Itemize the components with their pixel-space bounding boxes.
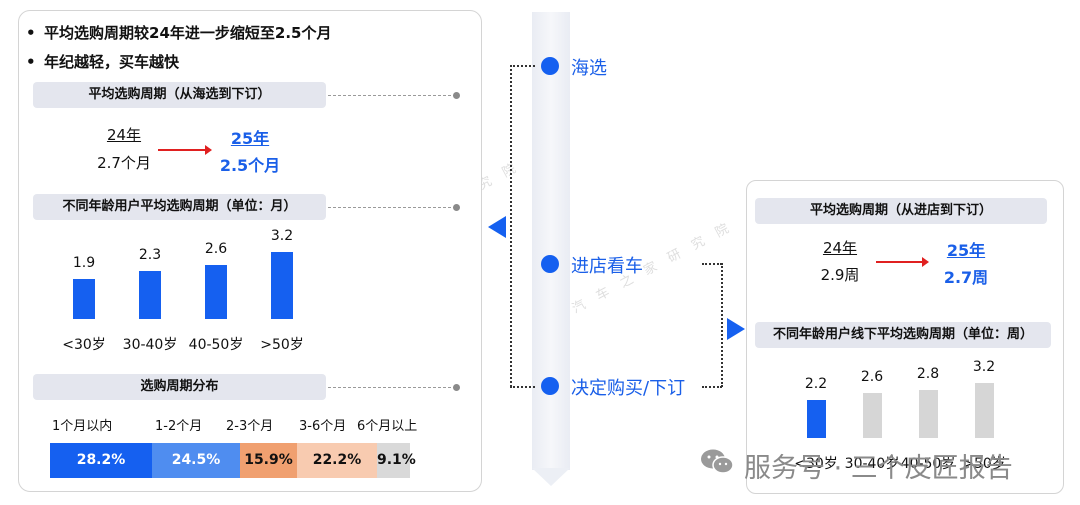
bar-category-label: <30岁 [62, 337, 106, 353]
divider [328, 95, 456, 96]
connector-line [510, 65, 535, 67]
bar-category-label: 40-50岁 [900, 456, 956, 472]
divider [328, 207, 456, 208]
bar-mark [73, 279, 95, 319]
old-year: 24年 [822, 239, 858, 257]
connector-line [510, 386, 535, 388]
timeline-arrow-tip [532, 468, 570, 486]
distribution-category-label: 2-3个月 [226, 419, 274, 434]
bar-mark [139, 271, 161, 319]
old-value: 2.9周 [820, 266, 860, 284]
stage-dot [541, 377, 559, 395]
connector-line [510, 65, 512, 387]
distribution-segment: 15.9% [240, 443, 297, 478]
wechat-icon [701, 449, 734, 474]
timeline-track [532, 12, 570, 470]
divider-dot [453, 92, 460, 99]
bar-value-label: 3.2 [270, 228, 294, 245]
bullet-text: 年纪越轻，买车越快 [44, 53, 180, 71]
bar-value-label: 1.9 [72, 255, 96, 272]
pointer-right-icon [727, 318, 745, 340]
bar-category-label: 30-40岁 [122, 337, 178, 353]
bar-value-label: 2.2 [804, 376, 828, 393]
new-year: 25年 [946, 241, 986, 260]
distribution-segment: 9.1% [377, 443, 416, 478]
distribution-category-label: 6个月以上 [357, 419, 418, 434]
divider-dot [453, 384, 460, 391]
connector-line [702, 386, 722, 388]
distribution-category-label: 1-2个月 [155, 419, 203, 434]
bar-value-label: 2.6 [204, 240, 228, 257]
section-title: 不同年龄用户线下平均选购周期（单位：周） [755, 322, 1051, 348]
bar-value-label: 2.8 [916, 366, 940, 382]
bar-category-label: 30-40岁 [844, 456, 900, 472]
distribution-category-label: 3-6个月 [299, 419, 347, 434]
stage-label: 决定购买/下订 [571, 378, 686, 399]
bar-mark [918, 390, 938, 438]
divider-dot [453, 204, 460, 211]
bullet-item: • 平均选购周期较24年进一步缩短至2.5个月 [26, 24, 332, 42]
stage-dot [541, 255, 559, 273]
bar-mark [862, 393, 882, 438]
distribution-category-label: 1个月以内 [52, 419, 113, 434]
bar-value-label: 3.2 [972, 359, 996, 376]
old-year: 24年 [106, 126, 142, 144]
bar-value-label: 2.3 [138, 247, 162, 264]
bar-mark [205, 264, 227, 319]
bar-category-label: <30岁 [794, 456, 838, 472]
bar-mark [271, 252, 293, 319]
arrow-right-icon [158, 145, 212, 155]
bar-value-label: 2.6 [860, 369, 884, 386]
arrow-right-icon [876, 257, 929, 267]
bullet-text: 平均选购周期较24年进一步缩短至2.5个月 [44, 24, 332, 42]
distribution-segment: 24.5% [152, 443, 240, 478]
bar-category-label: 40-50岁 [188, 337, 244, 353]
bar-mark [806, 400, 826, 438]
stage-dot [541, 57, 559, 75]
bar-mark [974, 383, 994, 438]
bullet-item: • 年纪越轻，买车越快 [26, 53, 180, 71]
new-value: 2.7周 [943, 268, 989, 287]
new-value: 2.5个月 [219, 156, 281, 175]
new-year: 25年 [230, 129, 270, 148]
divider [328, 387, 456, 388]
distribution-segment: 28.2% [50, 443, 152, 478]
pointer-left-icon [488, 216, 506, 238]
distribution-segment: 22.2% [297, 443, 377, 478]
section-title: 选购周期分布 [33, 374, 326, 400]
section-title: 平均选购周期（从海选到下订） [33, 82, 326, 108]
old-value: 2.7个月 [97, 154, 151, 172]
bar-category-label: >50岁 [260, 337, 304, 353]
stage-label: 海选 [571, 58, 607, 79]
section-title: 不同年龄用户平均选购周期（单位：月） [33, 194, 326, 220]
connector-line [721, 263, 723, 387]
connector-line [702, 263, 722, 265]
source-label: 服务号 · 三个皮匠报告 [744, 453, 1013, 484]
section-title: 平均选购周期（从进店到下订） [755, 198, 1047, 224]
bar-category-label: >50岁 [962, 456, 1006, 472]
stage-label: 进店看车 [571, 256, 643, 277]
